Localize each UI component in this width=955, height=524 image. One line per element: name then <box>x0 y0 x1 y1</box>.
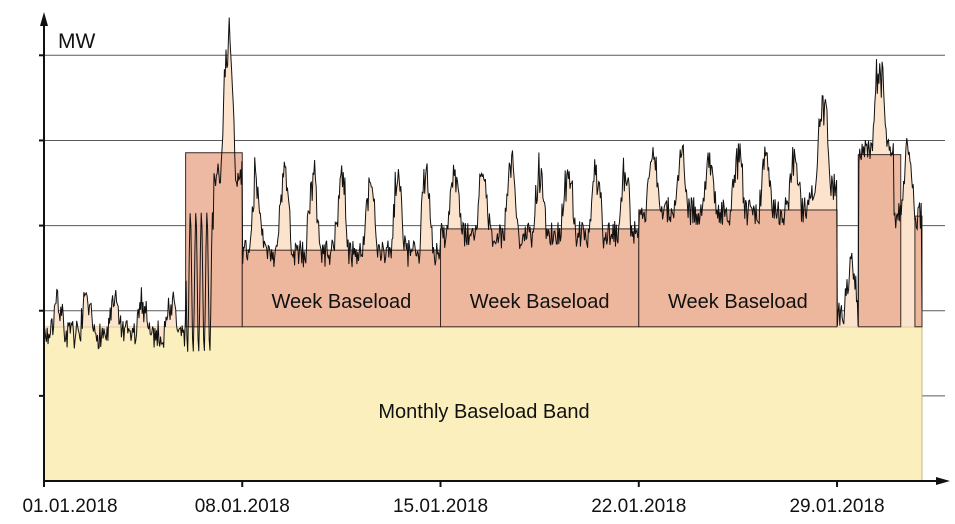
x-axis-arrow <box>936 477 950 485</box>
monthly-baseload-band <box>43 326 923 482</box>
week-baseload-block-2 <box>440 228 640 328</box>
x-tick-label-0: 01.01.2018 <box>22 496 117 517</box>
week-baseload-label-3: Week Baseload <box>668 291 808 313</box>
week-baseload-block-4 <box>857 154 902 328</box>
week-baseload-label-2: Week Baseload <box>470 291 610 313</box>
monthly-baseload-band-label: Monthly Baseload Band <box>378 401 589 423</box>
week-baseload-block-1 <box>241 249 442 328</box>
y-axis-arrow <box>40 12 48 26</box>
y-axis-label: MW <box>58 30 95 53</box>
block-labels: Week Baseload Week Baseload Week Baseload <box>272 291 808 313</box>
x-tick-labels: 01.01.2018 08.01.2018 15.01.2018 22.01.2018… <box>22 496 884 517</box>
week-baseload-label-1: Week Baseload <box>272 291 412 313</box>
week-baseload-blocks <box>185 152 923 328</box>
week-baseload-block-3 <box>638 209 838 328</box>
monthly-baseload-band-layer <box>43 326 923 482</box>
x-tick-label-3: 22.01.2018 <box>591 496 686 517</box>
x-tick-label-2: 15.01.2018 <box>393 496 488 517</box>
load-profile-line <box>43 17 923 352</box>
x-tick-label-1: 08.01.2018 <box>195 496 290 517</box>
x-tick-label-4: 29.01.2018 <box>789 496 884 517</box>
axes <box>39 12 950 487</box>
